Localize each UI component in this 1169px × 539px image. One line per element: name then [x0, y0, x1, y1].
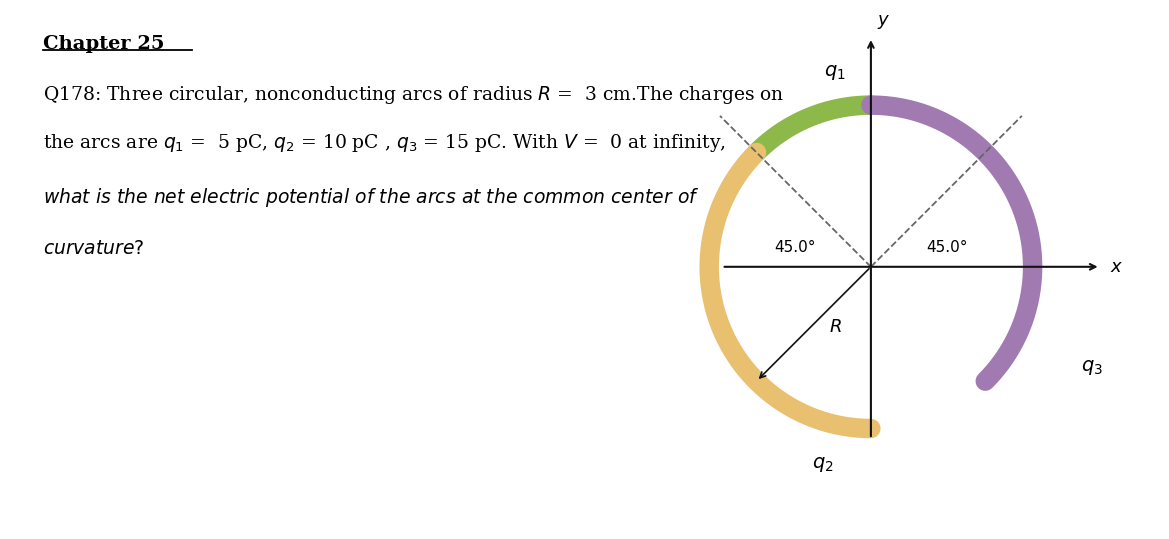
- Text: 45.0°: 45.0°: [926, 240, 968, 255]
- Text: $\it{curvature?}$: $\it{curvature?}$: [43, 240, 145, 258]
- Text: y: y: [878, 11, 888, 29]
- Text: the arcs are $q_1$ =  5 pC, $q_2$ = 10 pC , $q_3$ = 15 pC. With $V$ =  0 at infi: the arcs are $q_1$ = 5 pC, $q_2$ = 10 pC…: [43, 132, 726, 154]
- Text: $q_2$: $q_2$: [811, 454, 833, 474]
- Text: Chapter 25: Chapter 25: [43, 35, 165, 53]
- Text: Q178: Three circular, nonconducting arcs of radius $R$ =  3 cm.The charges on: Q178: Three circular, nonconducting arcs…: [43, 84, 784, 106]
- Text: 45.0°: 45.0°: [774, 240, 816, 255]
- Text: $\it{what\ is\ the\ net\ electric\ potential\ of\ the\ arcs\ at\ the\ common\ ce: $\it{what\ is\ the\ net\ electric\ poten…: [43, 186, 700, 209]
- Text: R: R: [830, 318, 843, 336]
- Text: x: x: [1111, 258, 1121, 276]
- Text: $q_3$: $q_3$: [1081, 357, 1104, 377]
- Text: $q_1$: $q_1$: [824, 63, 846, 82]
